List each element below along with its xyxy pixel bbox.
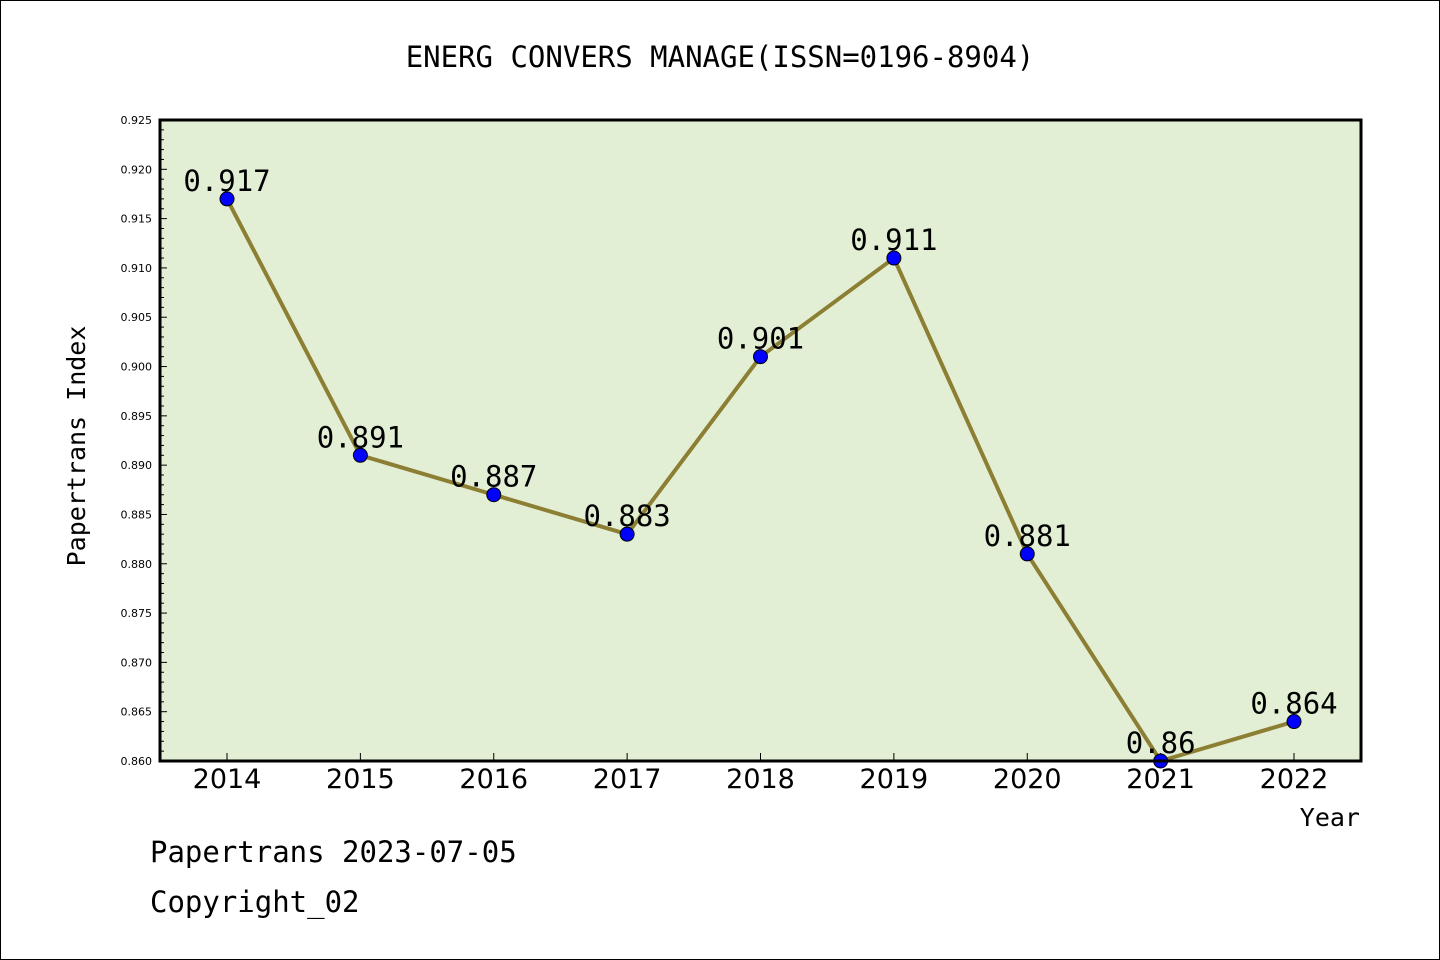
data-point	[352, 447, 368, 463]
y-tick-label: 0.875	[121, 607, 153, 620]
x-tick-label: 2019	[860, 764, 929, 795]
chart-title: ENERG CONVERS MANAGE(ISSN=0196-8904)	[406, 40, 1035, 74]
data-point	[753, 349, 768, 365]
y-tick-label: 0.865	[121, 706, 153, 719]
x-tick-label: 2022	[1260, 764, 1329, 795]
x-tick-label: 2014	[193, 764, 262, 795]
y-axis-ticks: 0.860 0.865 0.870 0.875 0.880 0.885 0.890 0.895…	[121, 114, 167, 768]
y-tick-label: 0.915	[121, 213, 153, 226]
y-tick-label: 0.880	[121, 558, 153, 571]
y-tick-label: 0.895	[121, 410, 153, 423]
x-axis-label: Year	[1300, 803, 1360, 832]
y-tick-label: 0.885	[121, 508, 153, 521]
data-label: 0.881	[984, 519, 1071, 553]
data-point	[619, 526, 635, 542]
plot-border	[158, 118, 1363, 763]
x-tick-label: 2018	[726, 764, 795, 795]
data-label: 0.864	[1250, 687, 1337, 721]
x-tick-label: 2017	[593, 764, 662, 795]
data-label: 0.901	[717, 322, 804, 356]
data-point	[219, 191, 235, 207]
data-labels: 0.917 0.891 0.887 0.883 0.901 0.911 0.881 0.86 0…	[183, 164, 1337, 760]
data-point	[1019, 546, 1035, 562]
data-label: 0.883	[583, 499, 670, 533]
y-tick-label: 0.920	[121, 163, 153, 176]
x-axis-ticks: 2014 2015 2016 2017 2018 2019 2020 2021 2022	[193, 753, 1329, 795]
data-label: 0.887	[450, 460, 537, 494]
data-label: 0.917	[183, 164, 270, 198]
data-point	[486, 487, 502, 503]
y-tick-label: 0.925	[121, 114, 153, 127]
x-tick-label: 2020	[993, 764, 1062, 795]
x-tick-label: 2021	[1126, 764, 1195, 795]
y-tick-label: 0.900	[121, 361, 153, 374]
footer-date: Papertrans 2023-07-05	[150, 835, 517, 869]
data-label: 0.86	[1126, 726, 1196, 760]
data-point	[1286, 714, 1302, 730]
data-label: 0.891	[317, 420, 404, 454]
data-label: 0.911	[850, 223, 937, 257]
y-tick-label: 0.905	[121, 311, 153, 324]
x-tick-label: 2015	[326, 764, 395, 795]
plot-area	[160, 120, 1361, 761]
y-axis-label: Papertrans Index	[62, 326, 91, 567]
y-tick-label: 0.870	[121, 656, 153, 669]
footer-copyright: Copyright_02	[150, 885, 360, 919]
y-tick-label: 0.860	[121, 755, 153, 768]
x-tick-label: 2016	[459, 764, 528, 795]
data-point	[886, 250, 902, 266]
y-tick-label: 0.910	[121, 262, 153, 275]
y-tick-label: 0.890	[121, 459, 153, 472]
data-points	[219, 191, 1302, 769]
